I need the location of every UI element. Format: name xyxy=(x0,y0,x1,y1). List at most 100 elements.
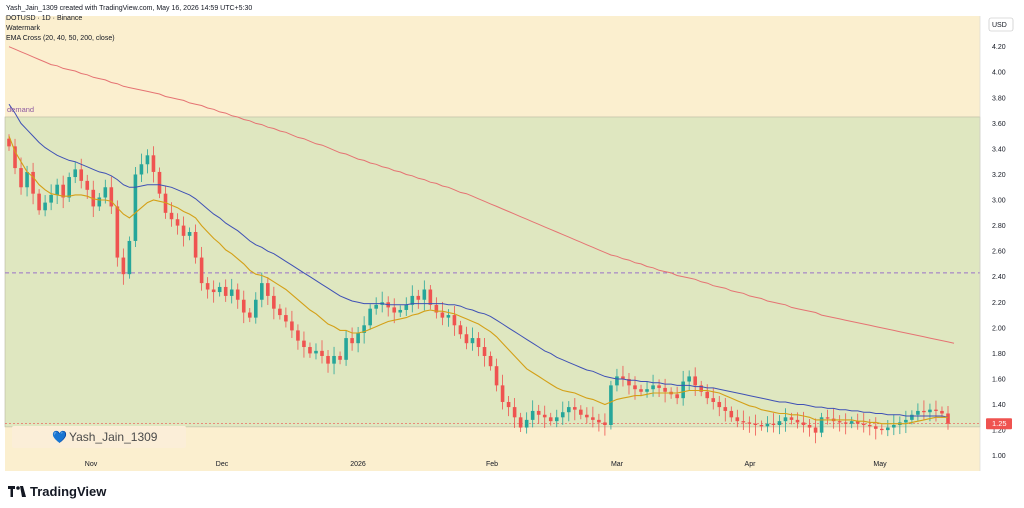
x-tick-label: May xyxy=(873,461,887,468)
currency-label: USD xyxy=(992,22,1007,29)
candle-body xyxy=(916,410,920,415)
candle-body xyxy=(488,355,493,367)
candle-body xyxy=(398,309,403,313)
candle-body xyxy=(524,419,529,428)
symbol-line[interactable]: DOTUSD · 1D · Binance xyxy=(6,15,83,22)
candle-body xyxy=(548,417,553,422)
candle-body xyxy=(603,422,607,425)
candle-body xyxy=(621,376,625,379)
candle-body xyxy=(266,283,270,296)
candle-body xyxy=(819,417,824,433)
candle-body xyxy=(404,304,409,310)
candle-body xyxy=(187,231,192,236)
x-tick-label: Feb xyxy=(486,461,498,468)
candle-body xyxy=(675,394,679,399)
candle-body xyxy=(753,423,758,425)
candle-body xyxy=(247,312,252,318)
y-tick-label: 1.20 xyxy=(992,428,1006,435)
candle-body xyxy=(861,423,866,425)
candle-body xyxy=(693,376,697,386)
ema-short-line xyxy=(8,135,948,425)
candle-body xyxy=(801,422,806,425)
created-by-text: Yash_Jain_1309 created with TradingView.… xyxy=(6,5,253,12)
y-tick-label: 2.40 xyxy=(992,274,1006,281)
candle-body xyxy=(458,325,463,335)
candle-body xyxy=(229,289,234,296)
candle-body xyxy=(181,225,186,236)
candle-body xyxy=(633,385,637,390)
candle-body xyxy=(542,414,547,418)
x-tick-label: Nov xyxy=(85,461,98,468)
candle-body xyxy=(825,417,830,419)
candle-body xyxy=(253,299,258,318)
candle-body xyxy=(518,417,523,428)
candle-body xyxy=(109,187,114,207)
candle-body xyxy=(705,391,710,399)
candle-body xyxy=(272,295,276,309)
candle-body xyxy=(627,378,631,386)
candle-body xyxy=(573,407,577,410)
last-price-label: 1.25 xyxy=(992,419,1007,428)
candle-body xyxy=(344,338,348,360)
heart-icon: 💙 xyxy=(52,430,67,444)
candle-body xyxy=(506,401,511,408)
candle-body xyxy=(904,419,908,423)
candle-body xyxy=(308,347,312,354)
candle-body xyxy=(139,164,144,175)
candle-body xyxy=(910,414,914,420)
y-tick-label: 3.40 xyxy=(992,146,1006,153)
x-tick-label: Mar xyxy=(611,461,624,468)
candle-body xyxy=(681,381,685,399)
candle-body xyxy=(729,410,734,418)
y-tick-label: 1.00 xyxy=(992,453,1006,460)
candle-body xyxy=(157,171,162,194)
y-tick-label: 2.80 xyxy=(992,223,1006,230)
candle-body xyxy=(296,330,300,341)
candle-body xyxy=(663,387,667,392)
candle-body xyxy=(223,286,228,296)
candle-body xyxy=(320,350,324,356)
candle-body xyxy=(199,257,204,284)
y-tick-label: 3.80 xyxy=(992,95,1006,102)
tradingview-logo[interactable]: TradingView xyxy=(8,484,106,499)
ema-indicator-label[interactable]: EMA Cross (20, 40, 50, 200, close) xyxy=(6,35,115,42)
candle-body xyxy=(735,417,740,422)
currency-box[interactable] xyxy=(988,17,1014,32)
x-axis[interactable]: Nov Dec 2026 Feb Mar Apr May xyxy=(85,461,887,468)
candle-body xyxy=(31,171,35,194)
candle-body xyxy=(169,212,174,220)
y-tick-label: 4.00 xyxy=(992,70,1006,77)
x-tick-label: 2026 xyxy=(350,461,366,468)
candle-body xyxy=(121,257,126,275)
candle-body xyxy=(235,289,240,300)
candle-body xyxy=(356,332,360,344)
candle-body xyxy=(19,168,23,188)
candle-body xyxy=(560,412,565,418)
candle-body xyxy=(55,184,59,195)
watermark-box: 💙 Yash_Jain_1309 xyxy=(12,426,186,448)
candle-body xyxy=(374,304,378,309)
candle-body xyxy=(133,174,138,241)
candle-body xyxy=(940,410,944,414)
candle-body xyxy=(771,423,776,425)
candle-body xyxy=(290,321,294,331)
candle-body xyxy=(338,355,342,360)
candle-body xyxy=(922,410,926,413)
y-tick-label: 3.20 xyxy=(992,172,1006,179)
candle-body xyxy=(67,177,71,198)
candle-body xyxy=(879,428,884,431)
candle-body xyxy=(855,421,860,424)
candle-body xyxy=(332,355,336,364)
candle-body xyxy=(446,315,451,318)
candle-body xyxy=(284,315,288,322)
y-tick-label: 2.60 xyxy=(992,249,1006,256)
candle-body xyxy=(765,423,770,427)
candle-body xyxy=(470,338,475,344)
candle-body xyxy=(410,295,415,305)
watermark-indicator-label[interactable]: Watermark xyxy=(6,25,40,32)
y-axis[interactable]: 4.404.204.003.803.603.403.203.002.802.60… xyxy=(992,19,1006,461)
candle-body xyxy=(452,315,457,326)
candle-body xyxy=(7,138,11,147)
candle-body xyxy=(127,240,132,275)
